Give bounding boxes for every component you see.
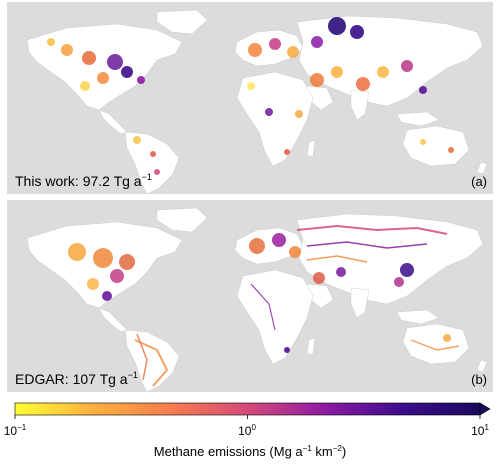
world-map-b: [26, 207, 488, 392]
colorbar-extend-arrow: [479, 402, 491, 416]
map-panel-edgar: EDGAR: 107 Tg a−1 (b): [7, 200, 493, 392]
panel-a-letter: (a): [471, 174, 487, 189]
map-panel-this-work: This work: 97.2 Tg a−1 (a): [7, 2, 493, 194]
panel-a-caption: This work: 97.2 Tg a−1: [15, 172, 152, 189]
colorbar-bar: [14, 402, 481, 416]
panel-b-caption: EDGAR: 107 Tg a−1: [15, 370, 138, 387]
tick-label-min: 10−1: [3, 423, 27, 438]
colorbar: 10−1 100 101 Methane emissions (Mg a−1 k…: [0, 395, 500, 467]
world-map-a: [26, 9, 488, 194]
colorbar-title: Methane emissions (Mg a−1 km−2): [153, 444, 347, 459]
colorbar-gradient: [14, 402, 491, 419]
tick-label-max: 101: [471, 423, 489, 438]
panel-b-letter: (b): [471, 372, 487, 387]
tick-label-mid: 100: [238, 423, 256, 438]
